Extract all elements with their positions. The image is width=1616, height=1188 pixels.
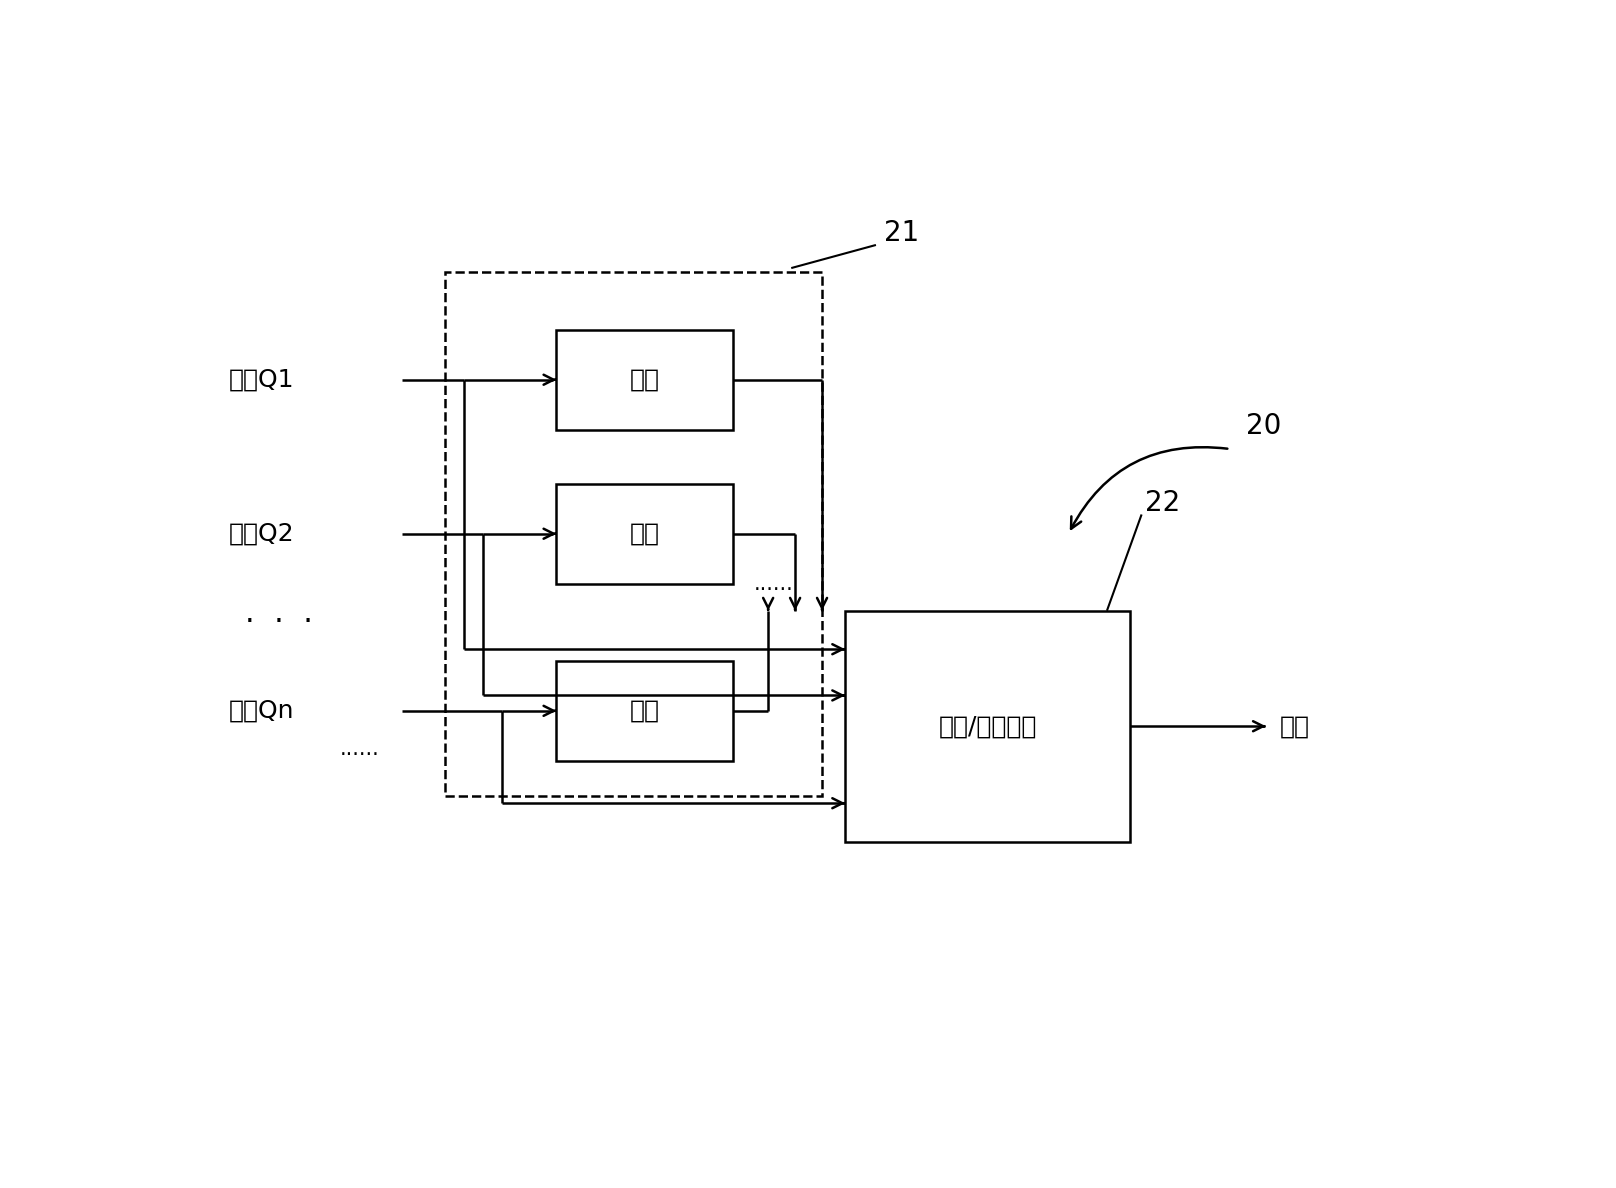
Text: 度量: 度量 — [630, 699, 659, 722]
Text: 22: 22 — [1146, 489, 1181, 517]
Text: 度量: 度量 — [630, 522, 659, 545]
Text: 20: 20 — [1246, 412, 1281, 440]
Bar — [556, 661, 734, 760]
Text: 合成/选择模块: 合成/选择模块 — [939, 714, 1037, 738]
Bar — [444, 272, 823, 796]
Text: 输出: 输出 — [1280, 714, 1311, 738]
Bar — [845, 611, 1130, 842]
Text: ......: ...... — [339, 739, 380, 759]
Text: 21: 21 — [884, 220, 920, 247]
Bar — [556, 329, 734, 430]
Text: ·  ·  ·: · · · — [244, 608, 312, 637]
Text: 输出Q1: 输出Q1 — [229, 368, 294, 392]
Bar — [556, 484, 734, 583]
Text: 输出Qn: 输出Qn — [229, 699, 294, 722]
Text: 输出Q2: 输出Q2 — [229, 522, 294, 545]
Text: 度量: 度量 — [630, 368, 659, 392]
Text: ......: ...... — [755, 574, 793, 594]
